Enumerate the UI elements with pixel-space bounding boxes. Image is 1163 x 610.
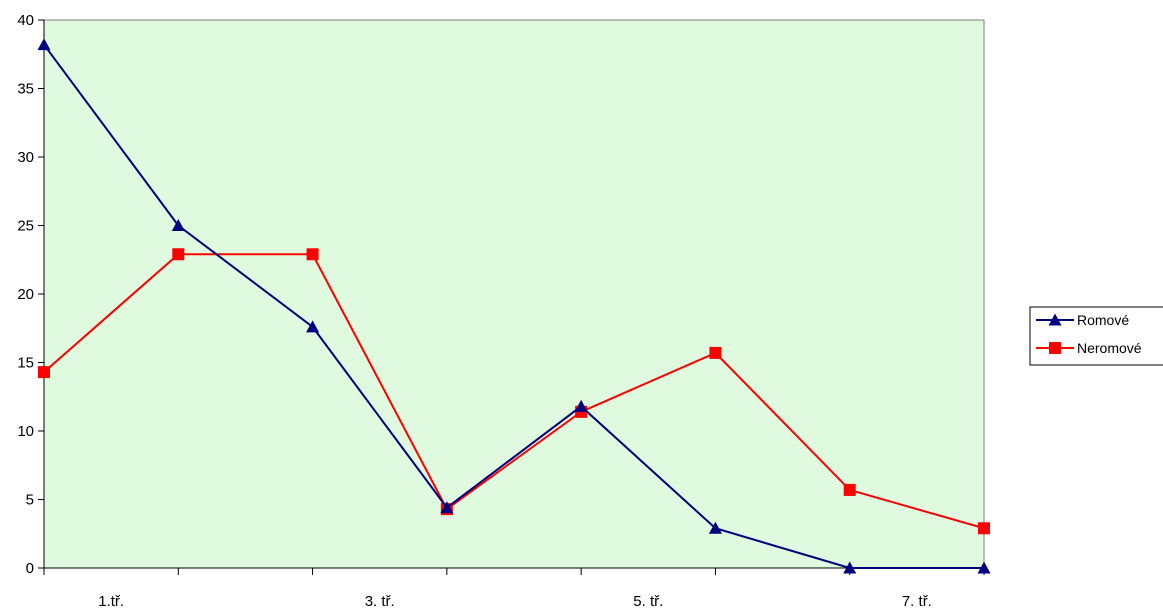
data-point — [574, 399, 588, 412]
legend: Romové Neromové — [1029, 306, 1163, 366]
data-point — [306, 320, 320, 333]
series-layer — [37, 38, 991, 574]
legend-box — [1029, 306, 1163, 366]
data-point — [843, 483, 856, 496]
plot-area — [43, 19, 985, 569]
series-1 — [37, 38, 991, 574]
y-tick-label: 25 — [17, 218, 34, 235]
data-point — [440, 501, 454, 514]
data-point — [37, 38, 51, 51]
y-tick-label: 15 — [17, 355, 34, 372]
legend-item: Neromové — [1036, 340, 1142, 356]
series-line — [43, 44, 984, 569]
x-axis: 1.tř. 3. tř. 5. tř. 7. tř. — [43, 567, 985, 610]
data-point — [171, 219, 185, 232]
y-tick-label: 5 — [26, 492, 34, 509]
y-tick-label: 10 — [17, 423, 34, 440]
x-tick-label: 5. tř. — [633, 593, 663, 610]
data-point — [306, 248, 319, 261]
data-point — [172, 248, 185, 261]
data-point — [977, 561, 991, 574]
y-tick-label: 30 — [17, 149, 34, 166]
y-tick-label: 35 — [17, 81, 34, 98]
legend-marker — [1048, 313, 1062, 326]
x-tick-label: 1.tř. — [98, 593, 124, 610]
y-axis: 0 5 10 15 20 25 30 35 40 — [17, 12, 45, 577]
x-tick-label: 7. tř. — [902, 593, 932, 610]
data-point — [978, 522, 990, 535]
data-point — [709, 346, 722, 359]
data-point — [708, 521, 722, 534]
legend-marker — [1049, 342, 1061, 354]
legend-label: Neromové — [1077, 340, 1142, 356]
y-tick-label: 0 — [26, 560, 34, 577]
legend-label: Romové — [1077, 312, 1129, 328]
data-point — [38, 366, 50, 379]
legend-item: Romové — [1036, 312, 1129, 328]
y-tick-label: 20 — [17, 286, 34, 303]
x-tick-label: 3. tř. — [365, 593, 395, 610]
data-point — [843, 561, 857, 574]
series-line — [43, 253, 985, 530]
y-tick-label: 40 — [17, 12, 34, 29]
